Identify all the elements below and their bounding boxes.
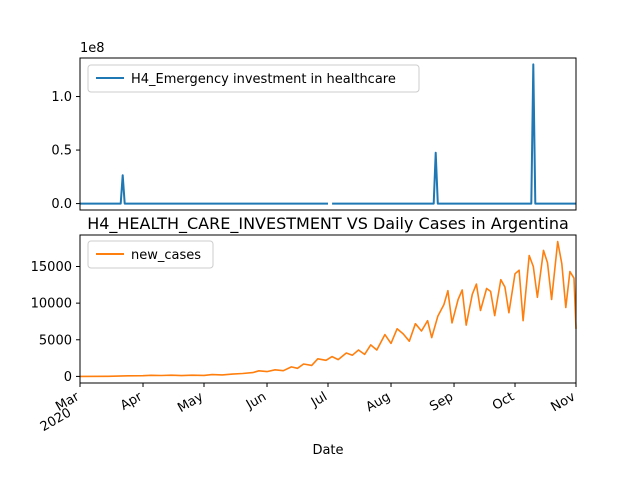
top-y-ticks: 0.0 0.5 1.0 <box>51 90 80 212</box>
x-tick-label: Jul <box>308 389 330 410</box>
bottom-legend: new_cases <box>87 240 214 269</box>
top-series-line <box>80 63 576 205</box>
bottom-y-tick-label: 5000 <box>39 333 72 348</box>
top-axes-frame <box>79 57 577 211</box>
bottom-legend-box <box>87 240 214 269</box>
bottom-y-tick-label: 0 <box>64 370 72 385</box>
top-y-tick-label: 0.5 <box>51 144 72 159</box>
bottom-chart-title: H4_HEALTH_CARE_INVESTMENT VS Daily Cases… <box>87 214 569 234</box>
bottom-series-line <box>79 240 577 378</box>
top-legend-box <box>87 64 420 93</box>
bottom-y-ticks: 0 5000 10000 15000 <box>31 260 80 385</box>
bottom-series-lines <box>79 240 577 378</box>
top-axes: 1e8 0.0 0.5 1.0 H4_Emergency investment in… <box>51 41 577 212</box>
top-y-tick-label: 1.0 <box>51 90 72 105</box>
x-axis-label: Date <box>312 443 343 458</box>
bottom-axes-frame <box>79 234 577 384</box>
bottom-legend-label: new_cases <box>131 248 201 263</box>
bottom-y-tick-label: 10000 <box>31 297 72 312</box>
top-axis-offset-label: 1e8 <box>80 41 105 56</box>
top-legend-label: H4_Emergency investment in healthcare <box>131 72 396 87</box>
bottom-y-tick-label: 15000 <box>31 260 72 275</box>
top-y-tick-label: 0.0 <box>51 197 72 212</box>
top-series-lines <box>80 63 576 205</box>
top-legend: H4_Emergency investment in healthcare <box>87 64 420 93</box>
